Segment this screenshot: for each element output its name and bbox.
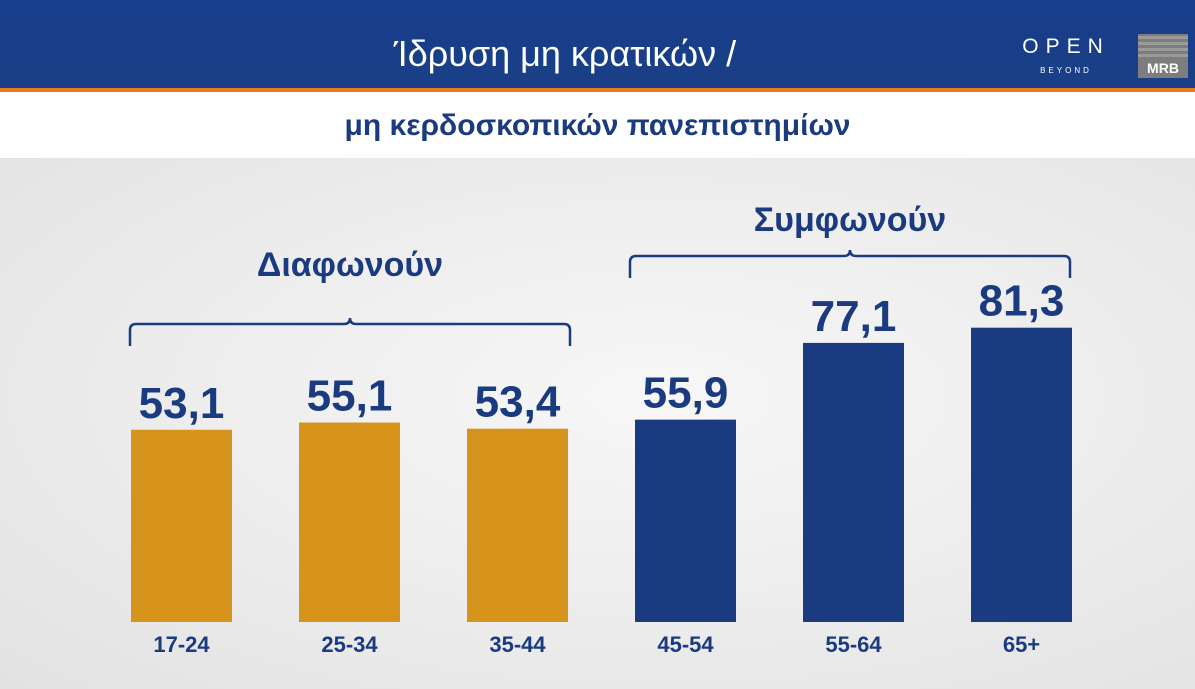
category-label-45-54: 45-54 — [657, 632, 714, 657]
bar-45-54 — [635, 419, 736, 622]
header-accent-line — [0, 88, 1195, 92]
value-label-35-44: 53,4 — [475, 378, 561, 427]
category-label-17-24: 17-24 — [153, 632, 210, 657]
bar-55-64 — [803, 342, 904, 622]
group-bracket-disagree — [128, 317, 572, 346]
title-line-1: Ίδρυση μη κρατικών / — [393, 33, 737, 74]
mrb-logo-text: MRB — [1147, 60, 1179, 76]
bar-17-24 — [131, 429, 232, 622]
mrb-logo-stripes-icon — [1138, 36, 1188, 57]
category-label-25-34: 25-34 — [321, 632, 378, 657]
subtitle-band — [0, 92, 1195, 158]
group-label-agree: Συμφωνούν — [753, 201, 947, 239]
bar-25-34 — [299, 422, 400, 622]
category-label-65+: 65+ — [1003, 632, 1040, 657]
value-label-25-34: 55,1 — [307, 372, 393, 421]
open-beyond-logo-subtext: BEYOND — [1040, 66, 1092, 75]
group-label-disagree: Διαφωνούν — [256, 246, 444, 284]
value-label-45-54: 55,9 — [643, 369, 729, 418]
group-bracket-agree — [628, 249, 1072, 278]
value-label-55-64: 77,1 — [811, 292, 897, 341]
open-beyond-logo: OPEN — [1022, 35, 1110, 58]
value-label-65+: 81,3 — [979, 277, 1065, 326]
mrb-logo: MRB — [1138, 34, 1188, 78]
bar-65+ — [971, 327, 1072, 622]
title-line-2: μη κερδοσκοπικών πανεπιστημίων — [344, 109, 851, 142]
category-label-55-64: 55-64 — [825, 632, 882, 657]
bar-35-44 — [467, 428, 568, 622]
header-bar — [0, 0, 1195, 88]
category-label-35-44: 35-44 — [489, 632, 546, 657]
value-label-17-24: 53,1 — [139, 379, 225, 428]
